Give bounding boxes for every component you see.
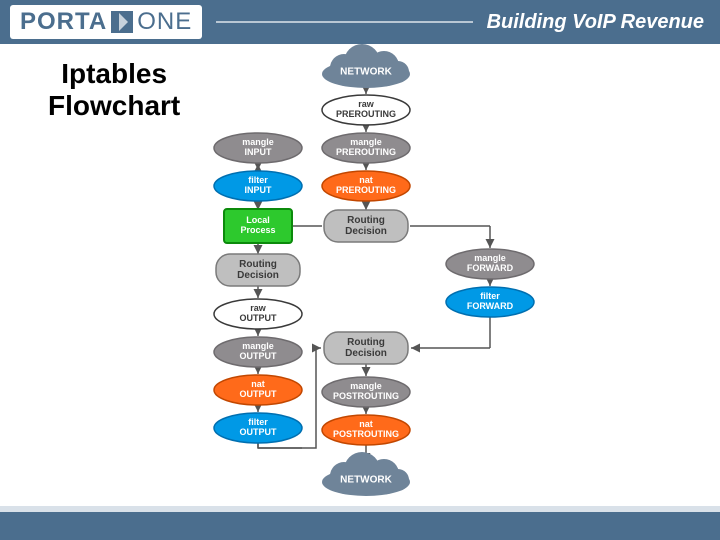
- node-mangle_fwd: mangleFORWARD: [446, 249, 534, 279]
- header-headline: Building VoIP Revenue: [487, 11, 704, 34]
- node-nat_post: natPOSTROUTING: [322, 415, 410, 445]
- node-raw_pre: rawPREROUTING: [322, 95, 410, 125]
- node-label: NETWORK: [340, 67, 392, 78]
- header-bar: PORTA ONE Building VoIP Revenue: [0, 0, 720, 44]
- slide-title: Iptables Flowchart: [48, 58, 180, 122]
- node-label: RoutingDecision: [345, 337, 387, 359]
- logo-text-one: ONE: [137, 8, 192, 36]
- logo-square-icon: [111, 11, 133, 33]
- footer-bar: [0, 506, 720, 540]
- nodes-group: NETWORK rawPREROUTING manglePREROUTING natP…: [214, 44, 534, 496]
- node-label: RoutingDecision: [237, 259, 279, 281]
- node-label: mangleOUTPUT: [240, 341, 278, 361]
- node-mangle_out: mangleOUTPUT: [214, 337, 302, 367]
- header-rule: [216, 21, 472, 23]
- node-route2: RoutingDecision: [216, 254, 300, 286]
- node-filter_in: filterINPUT: [214, 171, 302, 201]
- node-label: mangleINPUT: [242, 137, 274, 157]
- logo: PORTA ONE: [10, 5, 202, 39]
- node-label: RoutingDecision: [345, 215, 387, 237]
- node-nat_pre: natPREROUTING: [322, 171, 410, 201]
- node-filter_out: filterOUTPUT: [214, 413, 302, 443]
- node-net_bot: NETWORK: [322, 452, 410, 496]
- node-route1: RoutingDecision: [324, 210, 408, 242]
- node-label: NETWORK: [340, 475, 392, 486]
- node-mangle_in: mangleINPUT: [214, 133, 302, 163]
- slide-title-line1: Iptables: [48, 58, 180, 90]
- node-local: LocalProcess: [224, 209, 292, 243]
- node-net_top: NETWORK: [322, 44, 410, 88]
- node-route3: RoutingDecision: [324, 332, 408, 364]
- node-mangle_pre: manglePREROUTING: [322, 133, 410, 163]
- node-mangle_post: manglePOSTROUTING: [322, 377, 410, 407]
- node-raw_out: rawOUTPUT: [214, 299, 302, 329]
- slide-title-line2: Flowchart: [48, 90, 180, 122]
- node-filter_fwd: filterFORWARD: [446, 287, 534, 317]
- logo-text-porta: PORTA: [20, 8, 107, 36]
- node-nat_out: natOUTPUT: [214, 375, 302, 405]
